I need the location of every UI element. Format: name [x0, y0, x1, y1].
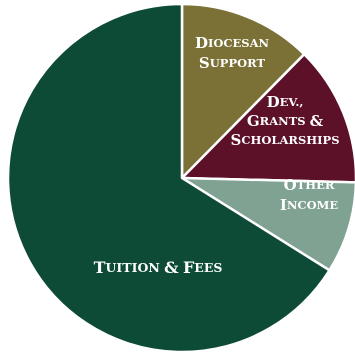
slice-label-dev-grants-scholarships-line-3: SCHOLARSHIPS — [230, 131, 339, 149]
slice-label-diocesan-support-line-2: SUPPORT — [199, 54, 266, 72]
pie-slices — [6, 2, 355, 354]
pie-slice-dev-grants-scholarships — [180, 52, 355, 184]
slice-label-other-income-line-1: OTHER — [284, 176, 335, 194]
slice-label-dev-grants-scholarships-line-1: DEV., — [267, 93, 304, 111]
pie-labels: DIOCESAN SUPPORT DEV.,GRANTS &SCHOLARSHIPS… — [94, 34, 340, 277]
slice-label-other-income-line-2: INCOME — [280, 196, 338, 214]
pie-slice-other-income — [180, 176, 355, 272]
pie-slice-diocesan-support — [180, 2, 306, 180]
slice-label-tuition-fees-line-1: TUITION & FEES — [94, 258, 223, 277]
slice-label-dev-grants-scholarships-line-2: GRANTS & — [247, 112, 324, 130]
pie-slice-tuition-fees — [6, 2, 331, 354]
slice-label-diocesan-support-line-1: DIOCESAN — [195, 34, 270, 52]
